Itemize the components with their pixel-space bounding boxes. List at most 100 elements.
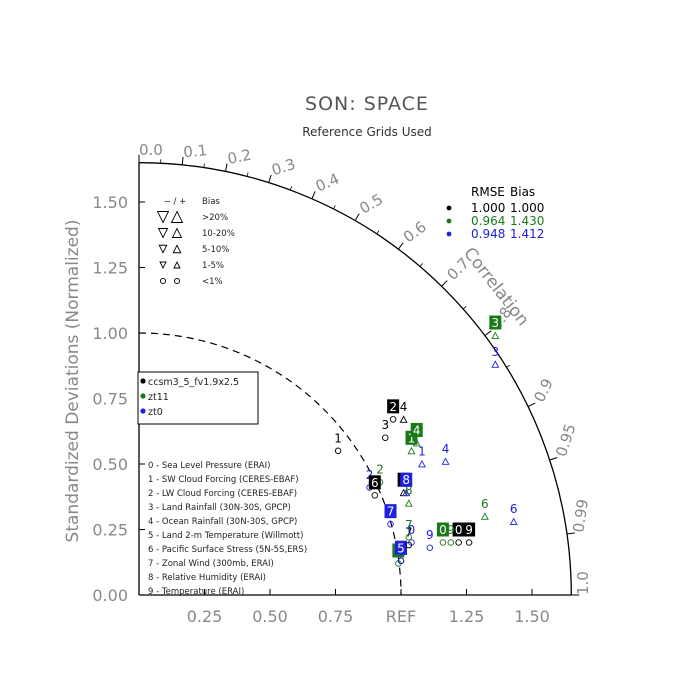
rmse-value: 0.964 [471, 214, 505, 228]
point-label: 7 [387, 505, 395, 519]
variable-label: 8 - Relative Humidity (ERAI) [148, 573, 266, 583]
corr-tick-label: 0.0 [139, 141, 163, 159]
variable-label: 0 - Sea Level Pressure (ERAI) [148, 461, 270, 471]
variable-label: 6 - Pacific Surface Stress (5N-5S,ERS) [148, 545, 307, 555]
point-label: 8 [402, 473, 410, 487]
point-marker-box [436, 522, 449, 537]
point-bias-glyph [389, 416, 397, 423]
point-label: 7 [405, 518, 413, 532]
y-tick-label: 0.00 [92, 586, 128, 605]
bias-down-triangle [157, 228, 169, 239]
bias-up-triangle [170, 210, 184, 223]
bias-down-triangle [158, 244, 168, 254]
point-label: 2 [366, 468, 374, 482]
point-label: 6 [371, 476, 379, 490]
point-bias-glyph [426, 544, 434, 551]
corr-tick-label: 0.1 [182, 141, 208, 161]
point-bias-glyph [447, 539, 455, 546]
corr-tick-mark [527, 402, 536, 408]
rmse-header: RMSE [471, 185, 505, 199]
variable-label: 2 - LW Cloud Forcing (CERES-EBAF) [148, 489, 297, 499]
case-name: ccsm3_5_fv1.9x2.5 [148, 377, 239, 388]
corr-tick-label: 0.4 [313, 170, 342, 196]
y-tick-label: 0.75 [92, 390, 128, 409]
point-label: 4 [400, 400, 408, 414]
x-tick-label: REF [386, 607, 416, 626]
x-tick-label: 0.50 [252, 607, 288, 626]
bias-legend-signs: − / + [164, 197, 187, 207]
point-label: 0 [408, 523, 416, 537]
corr-minor-tick [549, 458, 554, 461]
bias-legend-rows: >20% 10-20% 5-10% 1-5% <1% [156, 210, 235, 287]
case-name: zt0 [148, 407, 163, 418]
point-label: 5 [397, 541, 405, 555]
y-tick-label: 1.50 [92, 193, 128, 212]
corr-minor-tick [462, 306, 467, 310]
point-bias-glyph [405, 541, 413, 549]
corr-minor-tick [333, 205, 336, 210]
variable-list: 0 - Sea Level Pressure (ERAI) 1 - SW Clou… [148, 461, 307, 597]
y-tick-label: 1.00 [92, 324, 128, 343]
bias-value: 1.000 [510, 201, 544, 215]
corr-tick-label: 0.95 [552, 422, 580, 459]
bias-down-triangle [159, 261, 167, 270]
bias-legend-label: >20% [202, 213, 228, 223]
bias-legend-label: 1-5% [202, 261, 224, 271]
point-label: 4 [413, 423, 421, 437]
case-legend-box [137, 371, 259, 425]
point-label: 8 [405, 484, 413, 498]
point-marker-box [384, 504, 397, 519]
chart-subtitle: Reference Grids Used [302, 125, 432, 139]
case-dot [140, 378, 146, 384]
point-marker-box [395, 540, 407, 555]
case-dot [140, 393, 146, 399]
point-label: 3 [491, 316, 499, 330]
point-label: 4 [442, 442, 450, 456]
rmse-value: 1.000 [471, 201, 505, 215]
point-bias-glyph [407, 446, 416, 455]
corr-minor-tick [289, 186, 293, 191]
case-dot [140, 408, 146, 414]
point-bias-glyph [371, 492, 379, 499]
variable-label: 4 - Ocean Rainfall (30N-30S, GPCP) [148, 517, 297, 527]
y-tick-label: 0.25 [92, 521, 128, 540]
point-label: 1 [334, 431, 342, 445]
point-bias-glyph [405, 534, 413, 541]
variable-label: 9 - Temperature (ERAI) [148, 587, 244, 597]
point-bias-glyph [397, 557, 405, 565]
corr-tick-mark [397, 242, 404, 250]
point-label: 9 [465, 523, 473, 537]
bias-up-triangle [171, 227, 183, 238]
point-label: 2 [376, 463, 384, 477]
point-marker-box [489, 315, 502, 330]
corr-tick-label: 0.2 [226, 146, 253, 168]
point-bias-glyph [404, 499, 413, 507]
point-label: 9 [426, 528, 434, 542]
chart-title: SON: SPACE [305, 93, 429, 115]
point-label: 7 [405, 526, 413, 540]
point-bias-glyph [455, 539, 462, 546]
point-bias-glyph [509, 517, 518, 525]
point-marker-box [387, 399, 400, 414]
point-bias-glyph [402, 488, 411, 497]
point-bias-glyph [387, 520, 394, 528]
variable-label: 1 - SW Cloud Forcing (CERES-EBAF) [148, 475, 299, 485]
y-axis-ticks: 0.25 0.50 0.75 1.00 1.25 1.50 0.00 [92, 193, 145, 605]
bias-up-triangle [172, 244, 182, 254]
point-bias-glyph [439, 539, 447, 546]
corr-minor-tick [203, 163, 205, 168]
corr-tick-mark [224, 163, 228, 172]
bias-circle [173, 277, 181, 285]
point-marker-box [368, 475, 381, 490]
point-label: 6 [510, 502, 518, 516]
y-tick-label: 0.50 [92, 455, 128, 474]
point-bias-glyph [412, 438, 421, 447]
x-tick-label: 0.25 [187, 607, 223, 626]
case-name: zt11 [148, 392, 169, 403]
bias-legend-label: <1% [202, 277, 223, 287]
variable-label: 5 - Land 2-m Temperature (Willmott) [148, 531, 303, 541]
corr-tick-mark [181, 156, 184, 165]
rmse-dot [446, 231, 452, 237]
